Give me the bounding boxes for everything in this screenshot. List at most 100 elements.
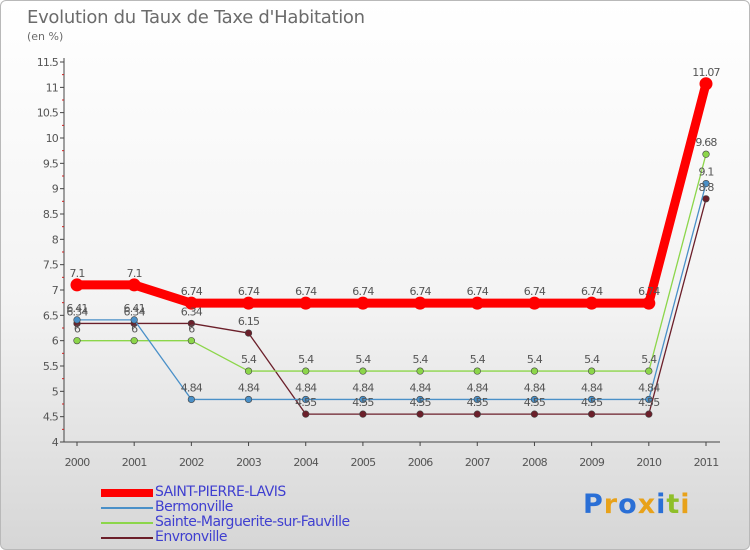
y-tick-label: 4 [52,436,59,449]
data-point [244,329,253,337]
data-point [702,180,710,188]
data-label: 6 [188,323,195,336]
logo-letter: i [656,489,667,520]
data-point [588,410,596,418]
data-label: 5.4 [584,353,600,366]
data-point [473,410,481,418]
data-label: 7.1 [127,267,142,280]
x-tick-label: 2001 [122,456,147,469]
data-point [645,367,653,375]
legend-swatch [101,507,153,509]
data-point [130,337,138,345]
data-label: 4.55 [295,396,317,409]
data-label: 6.34 [181,305,203,318]
data-point [302,410,310,418]
legend-swatch [101,489,153,497]
data-label: 6 [74,323,81,336]
data-label: 6.74 [238,285,260,298]
data-label: 6.34 [124,305,146,318]
data-label: 4.55 [638,396,660,409]
data-label: 4.84 [467,381,489,394]
data-point [127,278,141,292]
data-label: 6.74 [352,285,374,298]
data-point [699,77,713,91]
data-point [530,367,539,375]
y-tick-label: 8 [52,233,59,246]
data-point [416,410,424,418]
data-point [645,395,653,404]
data-label: 5.4 [355,353,371,366]
x-tick-label: 2009 [579,456,605,469]
y-tick-label: 10.5 [37,107,59,120]
data-label: 4.84 [409,381,431,394]
data-point [187,337,195,345]
data-label: 6.74 [638,285,660,298]
data-label: 4.55 [467,396,489,409]
legend-label: Sainte-Marguerite-sur-Fauville [155,514,350,530]
y-tick-label: 4.5 [43,411,59,424]
series-line-saint-pierre-lavis [72,79,711,308]
data-label: 6.74 [581,285,603,298]
data-point [359,367,367,375]
data-label: 4.84 [181,381,203,394]
logo-letter: o [618,489,638,520]
y-tick-label: 7.5 [43,259,59,272]
y-tick-label: 9.5 [43,157,59,170]
data-point [302,367,310,375]
data-point [187,395,195,404]
data-point [413,296,427,310]
x-tick-label: 2005 [351,456,377,469]
data-point [302,395,310,404]
data-label: 6.34 [66,305,88,318]
data-label: 4.55 [352,396,374,409]
data-point [473,395,481,404]
legend-label: Envronville [155,529,227,545]
data-label: 4.84 [352,381,374,394]
data-point [184,296,198,310]
data-label: 4.55 [524,396,546,409]
data-point [130,316,138,324]
data-point [702,195,710,203]
logo-letter: i [680,489,691,520]
logo-letter: P [583,489,604,520]
data-label: 6.74 [524,285,546,298]
data-point [702,150,710,158]
data-label: 4.55 [409,396,431,409]
x-tick-label: 2007 [465,456,491,469]
data-label: 6.74 [467,285,489,298]
data-point [470,296,484,310]
y-tick-label: 5 [52,385,59,398]
y-tick-label: 11.5 [37,56,59,69]
data-point [356,296,370,310]
y-tick-label: 9 [52,183,59,196]
data-point [527,296,541,310]
data-point [187,319,195,328]
logo-letter: x [637,489,657,520]
legend-label: SAINT-PIERRE-LAVIS [155,484,286,500]
data-label: 5.4 [413,353,429,366]
x-tick-label: 2006 [408,456,434,469]
data-label: 6.74 [181,285,203,298]
data-label: 7.1 [69,267,84,280]
data-label: 5.4 [527,353,543,366]
y-tick-label: 6 [52,335,59,348]
data-point [416,395,424,404]
x-tick-label: 2008 [522,456,548,469]
proxiti-logo: Proxiti [583,489,691,520]
data-point [70,278,84,292]
data-point [244,367,253,375]
series-line-envronville [76,198,707,415]
y-tick-label: 7 [52,284,59,297]
data-label: 6 [131,323,138,336]
x-tick-label: 2003 [236,456,262,469]
data-label: 9.68 [695,136,717,149]
x-tick-label: 2010 [636,456,662,469]
logo-letter: r [603,489,619,520]
data-point [588,367,596,375]
chart-title: Evolution du Taux de Taxe d'Habitation [27,7,365,28]
y-tick-label: 11 [46,81,58,94]
data-label: 4.84 [638,381,660,394]
data-point [530,395,539,404]
data-label: 5.4 [641,353,657,366]
